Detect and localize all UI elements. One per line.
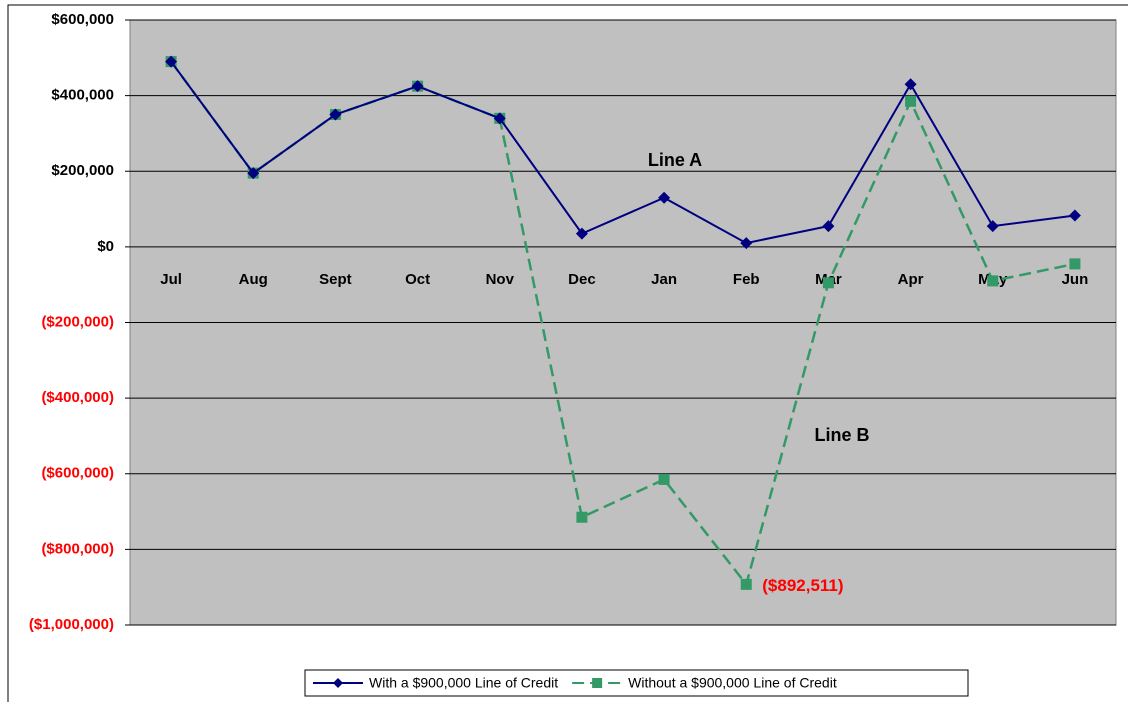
- annotation: Line B: [814, 425, 869, 445]
- y-tick-label: ($800,000): [41, 540, 114, 557]
- marker: [575, 227, 588, 240]
- x-tick-label: Aug: [239, 271, 268, 288]
- legend-marker: [333, 678, 343, 688]
- marker: [822, 277, 834, 289]
- annotation: Line A: [648, 150, 702, 170]
- x-tick-label: Feb: [733, 271, 760, 288]
- marker: [1068, 209, 1081, 222]
- x-tick-label: Oct: [405, 271, 430, 288]
- y-tick-label: ($200,000): [41, 313, 114, 330]
- y-tick-label: ($1,000,000): [29, 616, 114, 633]
- x-tick-label: Sept: [319, 271, 352, 288]
- marker: [904, 78, 917, 91]
- x-tick-label: Apr: [898, 271, 924, 288]
- x-tick-label: Dec: [568, 271, 596, 288]
- marker: [329, 108, 342, 121]
- marker: [987, 275, 999, 287]
- legend-marker: [592, 678, 603, 688]
- marker: [1069, 258, 1081, 270]
- marker: [822, 220, 835, 233]
- data-label: ($892,511): [762, 576, 843, 595]
- marker: [658, 191, 671, 204]
- y-tick-label: $400,000: [51, 87, 114, 104]
- marker: [165, 55, 178, 68]
- marker: [740, 578, 752, 590]
- series-line: [170, 61, 1076, 245]
- marker: [247, 167, 260, 180]
- x-tick-label: Nov: [486, 271, 515, 288]
- marker: [411, 80, 424, 93]
- marker: [493, 112, 506, 125]
- x-tick-label: Jun: [1062, 271, 1089, 288]
- marker: [576, 511, 588, 523]
- y-tick-label: $200,000: [51, 162, 114, 179]
- marker: [740, 237, 753, 250]
- x-tick-label: Jan: [651, 271, 677, 288]
- y-tick-label: $600,000: [51, 11, 114, 28]
- y-tick-label: $0: [97, 238, 114, 255]
- legend-label: Without a $900,000 Line of Credit: [628, 675, 837, 691]
- x-tick-label: Jul: [160, 271, 182, 288]
- legend-box: [304, 669, 969, 697]
- y-tick-label: ($400,000): [41, 389, 114, 406]
- marker: [905, 95, 917, 107]
- y-tick-label: ($600,000): [41, 465, 114, 482]
- marker: [658, 473, 670, 485]
- marker: [986, 220, 999, 233]
- chart-border: [7, 4, 1128, 702]
- legend-label: With a $900,000 Line of Credit: [369, 675, 558, 691]
